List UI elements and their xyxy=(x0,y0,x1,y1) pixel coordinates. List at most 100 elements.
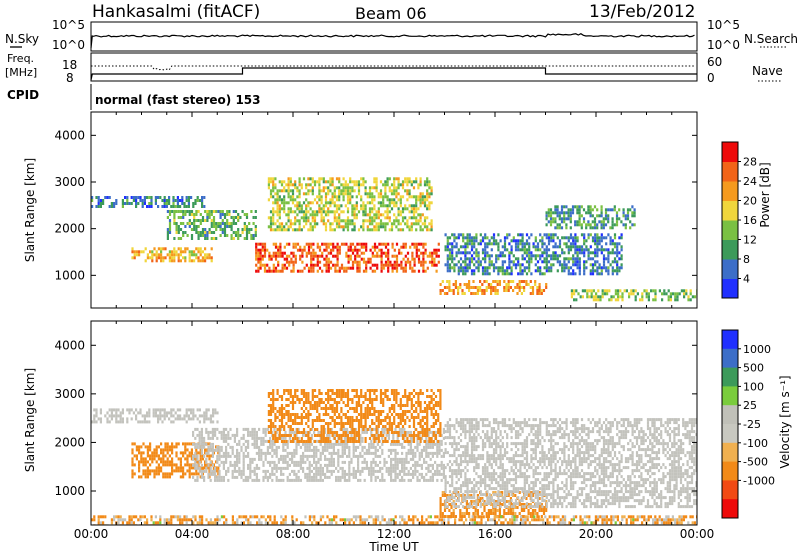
velocity-cell xyxy=(334,419,336,422)
power-cell xyxy=(587,223,589,226)
power-cell xyxy=(469,239,471,242)
power-cell xyxy=(676,295,678,298)
velocity-cell xyxy=(370,461,372,464)
velocity-cell xyxy=(140,451,142,454)
power-cell xyxy=(603,223,605,226)
velocity-cell xyxy=(229,437,231,440)
velocity-cell xyxy=(282,458,284,461)
velocity-cell xyxy=(354,410,356,413)
velocity-cell xyxy=(334,431,336,434)
power-cell xyxy=(464,292,466,295)
power-cell xyxy=(299,201,301,204)
power-cell xyxy=(351,180,353,183)
power-cell xyxy=(541,289,543,292)
velocity-cell xyxy=(223,440,225,443)
power-cell xyxy=(500,254,502,257)
power-cell xyxy=(343,195,345,198)
power-cell xyxy=(550,214,552,217)
power-colorbar-tick-label: 16 xyxy=(743,214,757,227)
power-cell xyxy=(395,216,397,219)
velocity-cell xyxy=(295,461,297,464)
velocity-cell xyxy=(365,422,367,425)
power-cell xyxy=(193,216,195,219)
velocity-cell xyxy=(314,389,316,392)
velocity-cell xyxy=(159,414,161,417)
velocity-cell xyxy=(441,461,443,464)
velocity-cell xyxy=(278,461,280,464)
power-cell xyxy=(279,189,281,192)
velocity-cell xyxy=(307,416,309,419)
power-cell xyxy=(237,213,239,216)
velocity-cell xyxy=(343,425,345,428)
velocity-cell xyxy=(365,416,367,419)
velocity-cell xyxy=(410,473,412,476)
power-cell xyxy=(568,208,570,211)
power-cell xyxy=(167,237,169,240)
power-cell xyxy=(188,202,190,205)
power-cell xyxy=(354,249,356,252)
power-cell xyxy=(599,272,601,275)
power-cell xyxy=(296,213,298,216)
velocity-cell xyxy=(192,443,194,446)
power-cell xyxy=(139,196,141,199)
power-cell xyxy=(224,222,226,225)
power-cell xyxy=(326,261,328,264)
power-cell xyxy=(394,261,396,264)
power-cell xyxy=(601,205,603,208)
power-cell xyxy=(422,261,424,264)
power-cell xyxy=(511,266,513,269)
power-cell xyxy=(428,195,430,198)
power-cell xyxy=(115,199,117,202)
power-cell xyxy=(497,266,499,269)
power-cell xyxy=(389,198,391,201)
power-cell xyxy=(124,196,126,199)
velocity-cell xyxy=(337,461,339,464)
power-cell xyxy=(164,205,166,208)
velocity-cell xyxy=(249,458,251,461)
velocity-cell xyxy=(401,443,403,446)
power-cell xyxy=(126,196,128,199)
power-cell xyxy=(422,192,424,195)
power-cell xyxy=(417,183,419,186)
power-cell xyxy=(449,254,451,257)
power-cell xyxy=(352,243,354,246)
velocity-cell xyxy=(427,470,429,473)
velocity-cell xyxy=(247,443,249,446)
power-cell xyxy=(508,254,510,257)
power-cell xyxy=(389,264,391,267)
power-cell xyxy=(182,256,184,259)
power-cell xyxy=(568,269,570,272)
velocity-cell xyxy=(279,437,281,440)
power-cell xyxy=(198,219,200,222)
velocity-cell xyxy=(354,437,356,440)
power-cell xyxy=(511,248,513,251)
power-cell xyxy=(304,246,306,249)
power-cell xyxy=(563,242,565,245)
velocity-cell xyxy=(192,431,194,434)
power-cell xyxy=(376,246,378,249)
power-cell xyxy=(554,220,556,223)
velocity-cell xyxy=(201,414,203,417)
power-cell xyxy=(306,264,308,267)
velocity-cell xyxy=(243,434,245,437)
power-cell xyxy=(513,239,515,242)
power-cell xyxy=(294,186,296,189)
power-cell xyxy=(332,249,334,252)
power-cell xyxy=(632,289,634,292)
power-cell xyxy=(299,258,301,261)
velocity-cell xyxy=(288,389,290,392)
velocity-cell xyxy=(350,473,352,476)
power-cell xyxy=(171,259,173,262)
power-cell xyxy=(581,248,583,251)
velocity-cell xyxy=(350,461,352,464)
velocity-cell xyxy=(160,460,162,463)
power-cell xyxy=(305,192,307,195)
velocity-cell xyxy=(397,467,399,470)
power-cell xyxy=(566,263,568,266)
power-cell xyxy=(471,272,473,275)
power-cell xyxy=(603,217,605,220)
velocity-cell xyxy=(271,467,273,470)
power-cell xyxy=(486,245,488,248)
velocity-cell xyxy=(203,440,205,443)
power-cell xyxy=(583,233,585,236)
